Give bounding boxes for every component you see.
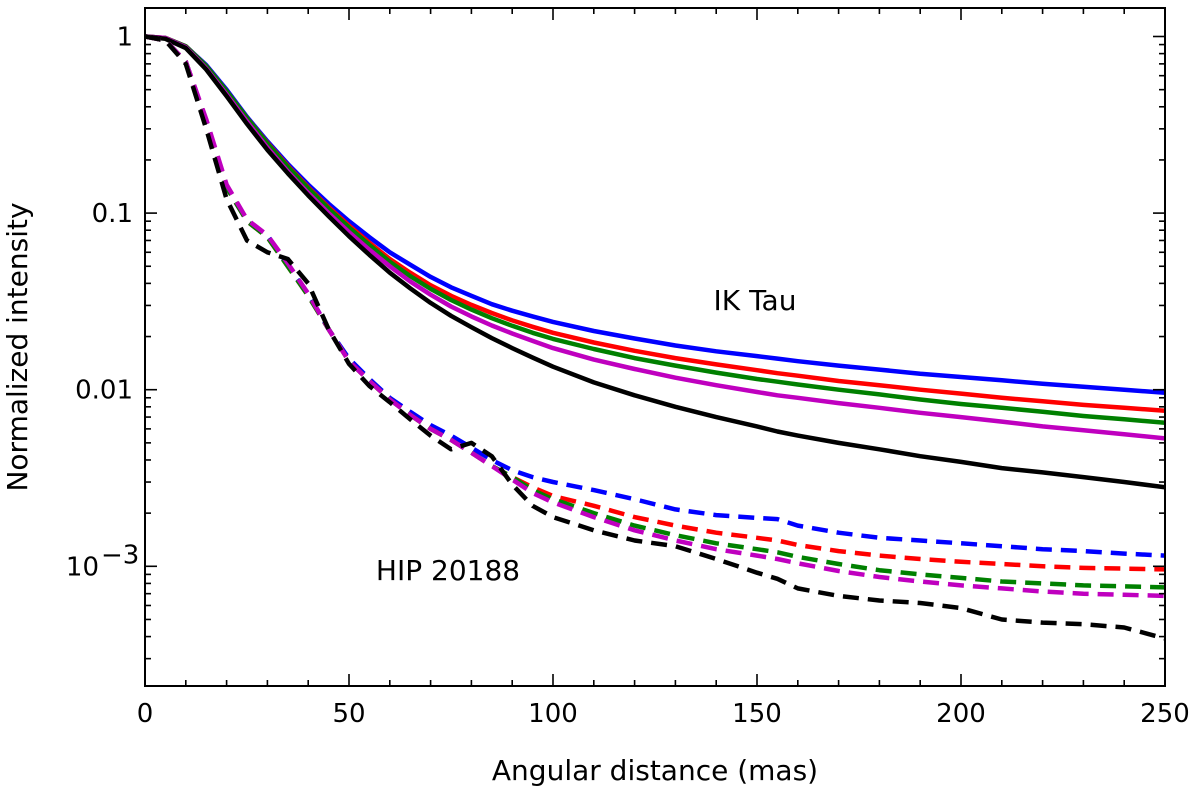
- y-tick-label: 10: [66, 552, 99, 582]
- series-line-hip-20188-magenta: [145, 34, 1165, 599]
- x-tick-label: 250: [1140, 699, 1190, 729]
- series-line-ik-tau-blue: [145, 34, 1165, 396]
- y-tick-label: 0.01: [75, 376, 133, 406]
- series-line-ik-tau-green: [145, 34, 1165, 425]
- annotation-hip-20188: HIP 20188: [376, 554, 520, 587]
- series-line-ik-tau-red: [145, 34, 1165, 413]
- series-line-hip-20188-red: [145, 34, 1165, 572]
- y-tick-exponent: −3: [101, 540, 139, 570]
- x-tick-label: 100: [528, 699, 578, 729]
- series-line-ik-tau-black: [145, 34, 1165, 490]
- series-line-hip-20188-blue: [145, 34, 1165, 558]
- y-axis-title: Normalized intensity: [1, 202, 34, 491]
- x-tick-label: 0: [137, 699, 154, 729]
- series-layer: [145, 34, 1165, 641]
- x-tick-label: 150: [732, 699, 782, 729]
- x-tick-label: 200: [936, 699, 986, 729]
- series-line-ik-tau-magenta: [145, 34, 1165, 441]
- x-tick-label: 50: [332, 699, 365, 729]
- y-tick-label: 1: [116, 22, 133, 52]
- x-axis-title: Angular distance (mas): [492, 754, 818, 787]
- tick-label-layer: 0 50 100 150 200 250 1 0.1 0.01 10 −3: [66, 22, 1190, 729]
- tick-layer: [144, 8, 1166, 686]
- y-tick-label: 0.1: [92, 199, 133, 229]
- series-line-hip-20188-black: [145, 34, 1165, 641]
- annotation-ik-tau: IK Tau: [714, 284, 797, 317]
- plot-frame: [144, 7, 1166, 687]
